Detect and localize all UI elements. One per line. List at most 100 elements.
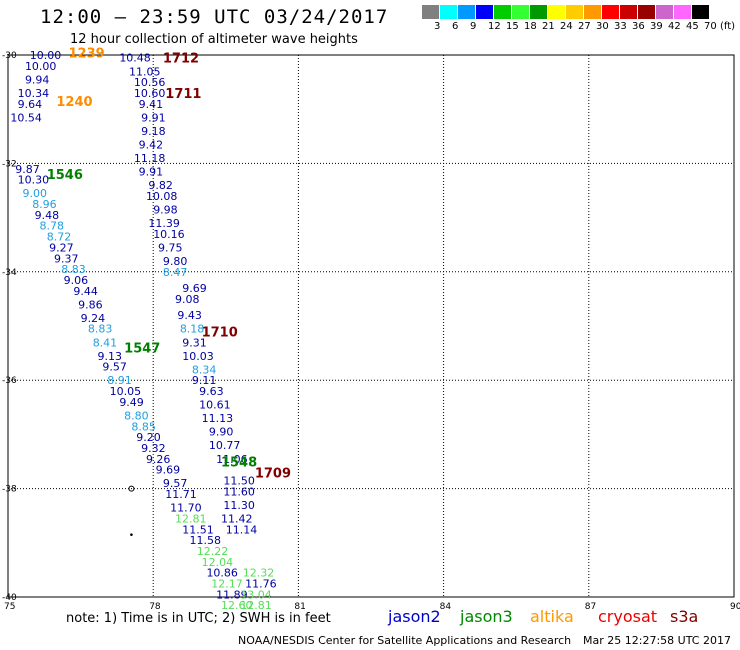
legend-swatch: [548, 5, 566, 19]
pass-time-label: 1239: [69, 46, 105, 61]
legend-swatch: [422, 5, 440, 19]
wave-height-label: 9.13: [98, 350, 123, 363]
legend-label: 24: [560, 21, 573, 32]
wave-height-label: 9.49: [119, 396, 144, 409]
wave-height-label: 9.75: [158, 241, 183, 254]
legend-label: 45: [686, 21, 699, 32]
legend-label: 42: [668, 21, 681, 32]
wave-height-label: 9.31: [182, 336, 207, 349]
legend-swatch: [674, 5, 692, 19]
wave-height-label: 10.86: [206, 567, 238, 580]
wave-height-label: 12.60: [221, 599, 253, 610]
wave-height-label: 8.41: [93, 336, 118, 349]
wave-height-label: 11.42: [221, 512, 253, 525]
color-legend-labels: 3 6 9 12 15 18 21 24 27 30 33 36 39 42 45 70 (ft): [422, 21, 740, 35]
wave-height-label: 10.08: [146, 190, 178, 203]
wave-height-label: 8.83: [61, 263, 86, 276]
wave-height-label: 9.06: [64, 274, 89, 287]
wave-height-label: 11.71: [165, 488, 197, 501]
wave-height-label: 9.94: [25, 73, 50, 86]
wave-height-label: 11.06: [216, 453, 248, 466]
satellite-name-jason3: jason3: [460, 607, 513, 626]
wave-height-label: 9.11: [192, 374, 217, 387]
lon-tick-label: 84: [440, 602, 452, 610]
legend-label: 36: [632, 21, 645, 32]
legend-swatch: [584, 5, 602, 19]
pass-time-label: 1548: [221, 456, 257, 471]
wave-height-label: 11.58: [190, 534, 222, 547]
wave-height-label: 11.05: [129, 65, 161, 78]
wave-height-label: 9.80: [163, 255, 188, 268]
wave-height-label: 8.83: [88, 323, 113, 336]
legend-swatch: [602, 5, 620, 19]
wave-height-label: 13.04: [240, 588, 272, 601]
wave-height-label: 9.98: [153, 203, 178, 216]
satellite-name-cryosat: cryosat: [598, 607, 658, 626]
lon-tick-label: 90: [730, 602, 740, 610]
legend-label: 18: [524, 21, 537, 32]
wave-height-label: 8.78: [39, 220, 64, 233]
wave-height-label: 9.43: [177, 309, 202, 322]
wave-height-label: 10.34: [18, 87, 50, 100]
island-marker: [130, 533, 133, 536]
wave-height-label: 11.89: [216, 588, 248, 601]
wave-height-label: 9.42: [139, 138, 164, 151]
legend-swatch: [512, 5, 530, 19]
satellite-name-jason2: jason2: [388, 607, 441, 626]
wave-height-label: 8.85: [131, 420, 156, 433]
wave-height-label: 12.81: [175, 512, 207, 525]
wave-height-label: 9.63: [199, 385, 224, 398]
satellite-name-altika: altika: [530, 607, 574, 626]
wave-height-label: 10.61: [199, 399, 231, 412]
wave-height-label: 9.57: [163, 477, 188, 490]
footer-note: note: 1) Time is in UTC; 2) SWH is in fe…: [66, 611, 331, 626]
legend-label: 33: [614, 21, 627, 32]
wave-height-label: 8.47: [163, 266, 188, 279]
wave-height-label: 11.70: [170, 502, 202, 515]
wave-height-label: 12.22: [197, 545, 229, 558]
legend-swatch: [476, 5, 494, 19]
legend-label: 3: [434, 21, 441, 32]
wave-height-label: 11.39: [148, 217, 180, 230]
page-subtitle: 12 hour collection of altimeter wave hei…: [70, 32, 358, 47]
wave-height-label: 12.04: [202, 556, 234, 569]
wave-height-label: 8.91: [107, 374, 132, 387]
pass-time-label: 1710: [202, 325, 238, 340]
wave-height-label: 10.77: [209, 439, 241, 452]
page-title: 12:00 — 23:59 UTC 03/24/2017: [40, 6, 389, 28]
legend-swatch: [620, 5, 638, 19]
legend-label: 27: [578, 21, 591, 32]
legend-swatch: [638, 5, 656, 19]
legend-swatch: [440, 5, 458, 19]
wave-height-label: 10.05: [110, 385, 142, 398]
legend-label: 9: [470, 21, 477, 32]
wave-height-label: 9.41: [139, 98, 164, 111]
wave-height-label: 9.90: [209, 426, 234, 439]
wave-height-label: 11.14: [226, 523, 257, 536]
color-legend-bar: [422, 5, 710, 19]
legend-swatch: [458, 5, 476, 19]
wave-height-label: 10.00: [25, 60, 57, 73]
legend-label: 39: [650, 21, 663, 32]
wave-height-label: 12.32: [243, 567, 274, 580]
wave-height-label: 9.32: [141, 442, 166, 455]
wave-height-label: 9.24: [81, 312, 106, 325]
footer-generated-time: Mar 25 12:27:58 UTC 2017: [583, 634, 731, 647]
wave-height-label: 9.44: [73, 285, 98, 298]
wave-height-label: 8.96: [32, 198, 57, 211]
legend-swatch: [566, 5, 584, 19]
legend-label: (ft): [720, 21, 736, 32]
island-marker: [128, 485, 135, 492]
lat-tick-label: -32: [2, 159, 17, 169]
wave-height-label: 10.56: [134, 76, 166, 89]
wave-height-label: 9.48: [35, 209, 60, 222]
wave-height-label: 11.60: [223, 485, 255, 498]
pass-time-label: 1709: [255, 466, 291, 481]
wave-height-label: 10.54: [10, 111, 41, 124]
wave-height-label: 8.34: [192, 363, 217, 376]
wave-height-label: 9.82: [148, 179, 173, 192]
wave-height-label: 9.69: [182, 282, 207, 295]
wave-height-label: 8.80: [124, 409, 149, 422]
wave-height-label: 10.30: [18, 174, 50, 187]
